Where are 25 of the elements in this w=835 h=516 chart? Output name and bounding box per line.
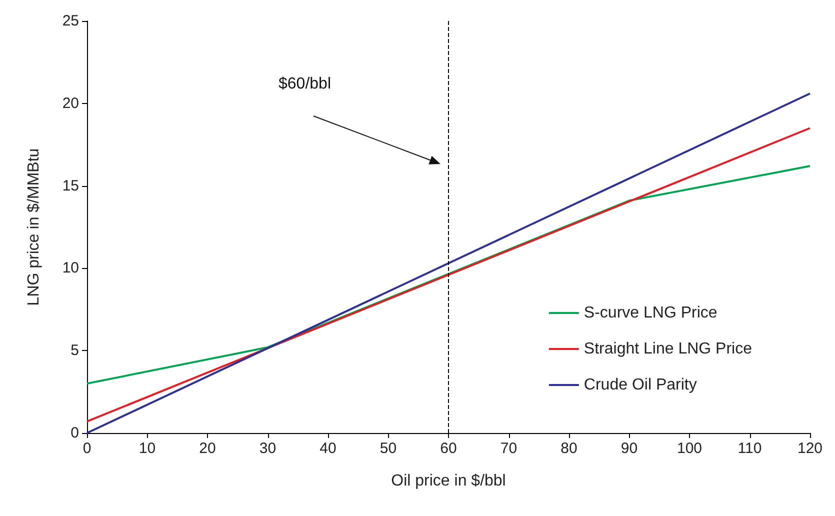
x-tick-label: 60 [440, 440, 457, 457]
x-tick-label: 110 [738, 440, 762, 457]
x-tick-label: 120 [797, 440, 823, 457]
annotation: $60/bbl [278, 76, 331, 92]
x-tick-label: 20 [199, 440, 216, 457]
x-tick-label: 50 [380, 440, 397, 457]
y-tick-label: 5 [70, 342, 79, 360]
legend-label: Straight Line LNG Price [584, 340, 752, 358]
x-axis-title: Oil price in $/bbl [391, 472, 506, 490]
x-tick-label: 70 [500, 440, 518, 457]
y-tick-label: 25 [62, 12, 79, 30]
x-tick-label: 0 [82, 440, 92, 457]
x-tick-label: 90 [620, 440, 638, 457]
x-tick-label: 30 [259, 440, 276, 457]
y-axis-title: LNG price in $/MMBtu [26, 148, 42, 306]
y-tick-label: 20 [62, 94, 79, 112]
x-tick-label: 80 [560, 440, 578, 457]
y-tick-label: 10 [62, 260, 79, 277]
x-tick-label: 10 [138, 440, 156, 457]
legend-label: S-curve LNG Price [584, 304, 718, 322]
x-tick-label: 40 [320, 440, 336, 457]
y-tick-label: 15 [62, 177, 79, 194]
x-tick-label: 100 [676, 440, 702, 457]
legend-label: Crude Oil Parity [584, 376, 697, 394]
y-tick-label: 0 [70, 424, 79, 442]
